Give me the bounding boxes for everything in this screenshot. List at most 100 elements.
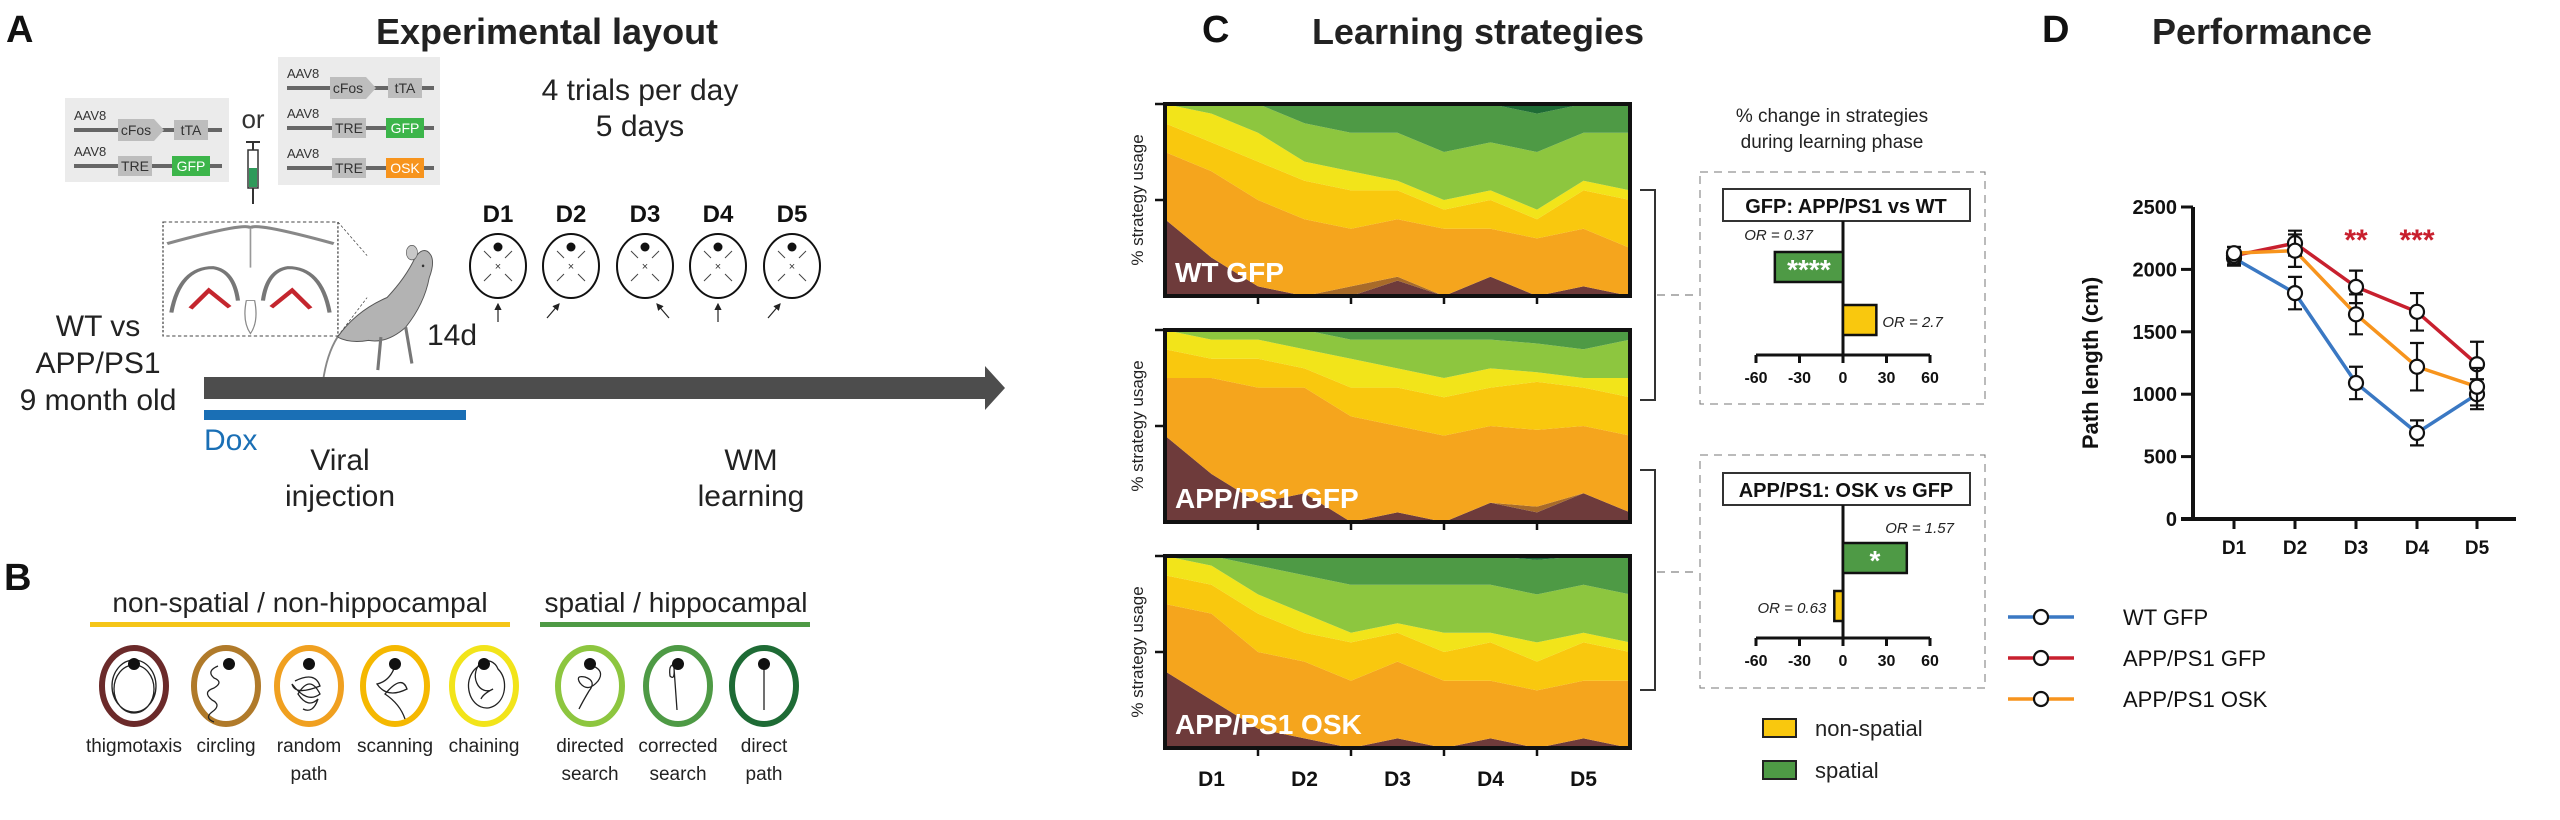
data-point [2408,358,2426,375]
x-tick-label: D1 [2222,538,2247,559]
day-label: D4 [703,201,734,228]
x-tick-label: D4 [2405,538,2430,559]
or-label: or [241,104,264,134]
center-mark: × [642,261,648,273]
platform-icon [478,658,490,670]
x-tick-label: -30 [1788,653,1811,670]
comparison-box-2 [1699,454,1986,689]
strategy-random-path: random path [274,645,344,785]
gene-label: tTA [181,122,202,138]
spatial-header: spatial / hippocampal [544,587,807,618]
odds-ratio-bar-charts: GFP: APP/PS1 vs WT -60 -30 0 30 60 **** OR = 0.… [1722,188,1971,670]
water-maze-icon [763,233,821,299]
y-axis-label: % strategy usage [1128,586,1147,717]
data-point [2468,378,2486,395]
center-mark: × [789,261,795,273]
area-scanning [1165,575,1630,691]
timeline-arrow [204,366,1005,410]
area-chaining [1165,556,1630,662]
maze-day-1: D1 × [469,201,527,322]
comparison-title: APP/PS1: OSK vs GFP [1739,480,1954,502]
area-random-path [1165,604,1630,748]
group-label: WT GFP [1175,257,1284,288]
swim-path-icon [206,665,220,723]
center-mark: × [568,261,574,273]
promoter-label: TRE [335,160,363,176]
strategy-chaining: chaining [449,645,519,757]
x-tick-label: 60 [1921,370,1939,387]
x-tick-label: 0 [1839,653,1848,670]
legend-marker [2032,608,2050,626]
strategy-circle-icon [274,645,344,727]
water-maze-days: D1 × D2 × D3 × D4 × D5 × [469,201,821,322]
strategy-circle-icon [99,645,169,727]
comparison-title-box: APP/PS1: OSK vs GFP [1722,472,1971,506]
strategy-icons: thigmotaxis circling random path scanning cha… [86,645,799,785]
comparison-title-box: GFP: APP/PS1 vs WT [1722,188,1971,222]
strategy-label: scanning [357,736,433,757]
area-scanning [1165,349,1630,436]
comparison-box-1 [1699,171,1986,405]
water-maze-icon [469,233,527,299]
interval-label: 14d [427,319,477,352]
significance-label: ** [2344,224,2368,257]
day-label: D1 [483,201,514,228]
strategy-circle-icon [360,645,430,727]
strategy-label: corrected [638,736,717,757]
significance-label: **** [1787,254,1831,285]
odds-ratio-label: OR = 2.7 [1882,314,1943,331]
platform-icon [223,658,235,670]
day-axis-label: D3 [1384,768,1411,791]
strategy-label: thigmotaxis [86,736,182,757]
start-arrow-icon [656,303,670,319]
maze-day-4: D4 × [689,201,747,322]
panel-d-title: Performance [2152,11,2372,52]
construct-tre-gfp: AAV8 TRE GFP [287,106,434,138]
strategy-label-line2: path [291,764,328,785]
y-tick-label: 2000 [2133,259,2178,281]
platform-icon [787,242,797,252]
panel-a: A Experimental layout AAV8 cFos tTA AAV8… [6,9,1005,513]
panel-c: C Learning strategies WT GFP % strategy u… [1128,9,1986,791]
vector-label: AAV8 [287,106,319,121]
title-frame [1722,188,1971,222]
construct-cfos-tta: AAV8 cFos tTA [287,66,434,99]
group-label: APP/PS1 GFP [1175,483,1359,514]
area-corrected-search [1165,556,1630,595]
water-maze-icon [616,233,674,299]
promoter-label: cFos [121,122,151,138]
strategy-label-line2: search [561,764,618,785]
brain-section-illustration [162,221,368,337]
construct-cfos-tta: AAV8 cFos tTA [74,108,222,141]
strategy-scanning: scanning [357,645,433,757]
area-scanning [1165,123,1630,248]
swim-path-icon [111,659,157,714]
x-tick-label: 60 [1921,653,1939,670]
maze-day-5: D5 × [763,201,821,319]
viral-label-line1: Viral [310,444,369,477]
performance-line-chart: 0 500 1000 1500 2000 2500 D1 D2 D3 D4 D5 Path lengt… [2008,197,2516,712]
area-chart-app-ps1-osk: APP/PS1 OSK % strategy usage [1128,554,1632,756]
gene-label: GFP [391,120,420,136]
legend: non-spatial spatial [1762,716,1923,783]
x-tick-label: -60 [1744,653,1767,670]
panel-a-title: Experimental layout [376,11,718,52]
non-spatial-underline [90,622,510,627]
x-tick-label: D5 [2465,538,2490,559]
legend-marker [2032,690,2050,708]
bar-spatial [1773,250,1845,284]
legend-label: WT GFP [2123,605,2208,630]
data-point [2286,242,2304,259]
strategy-label-line2: path [746,764,783,785]
markers-app-ps1-osk [2225,233,2486,407]
start-arrow-icon [767,303,781,319]
day-axis-label: D5 [1570,768,1597,791]
vector-label: AAV8 [287,66,319,81]
legend-label-spatial: spatial [1815,758,1879,783]
day-axis-label: D4 [1477,768,1504,791]
swim-path-icon [577,665,602,710]
title-frame [1722,472,1971,506]
non-spatial-header: non-spatial / non-hippocampal [112,587,487,618]
y-tick-label: 1000 [2133,384,2178,406]
